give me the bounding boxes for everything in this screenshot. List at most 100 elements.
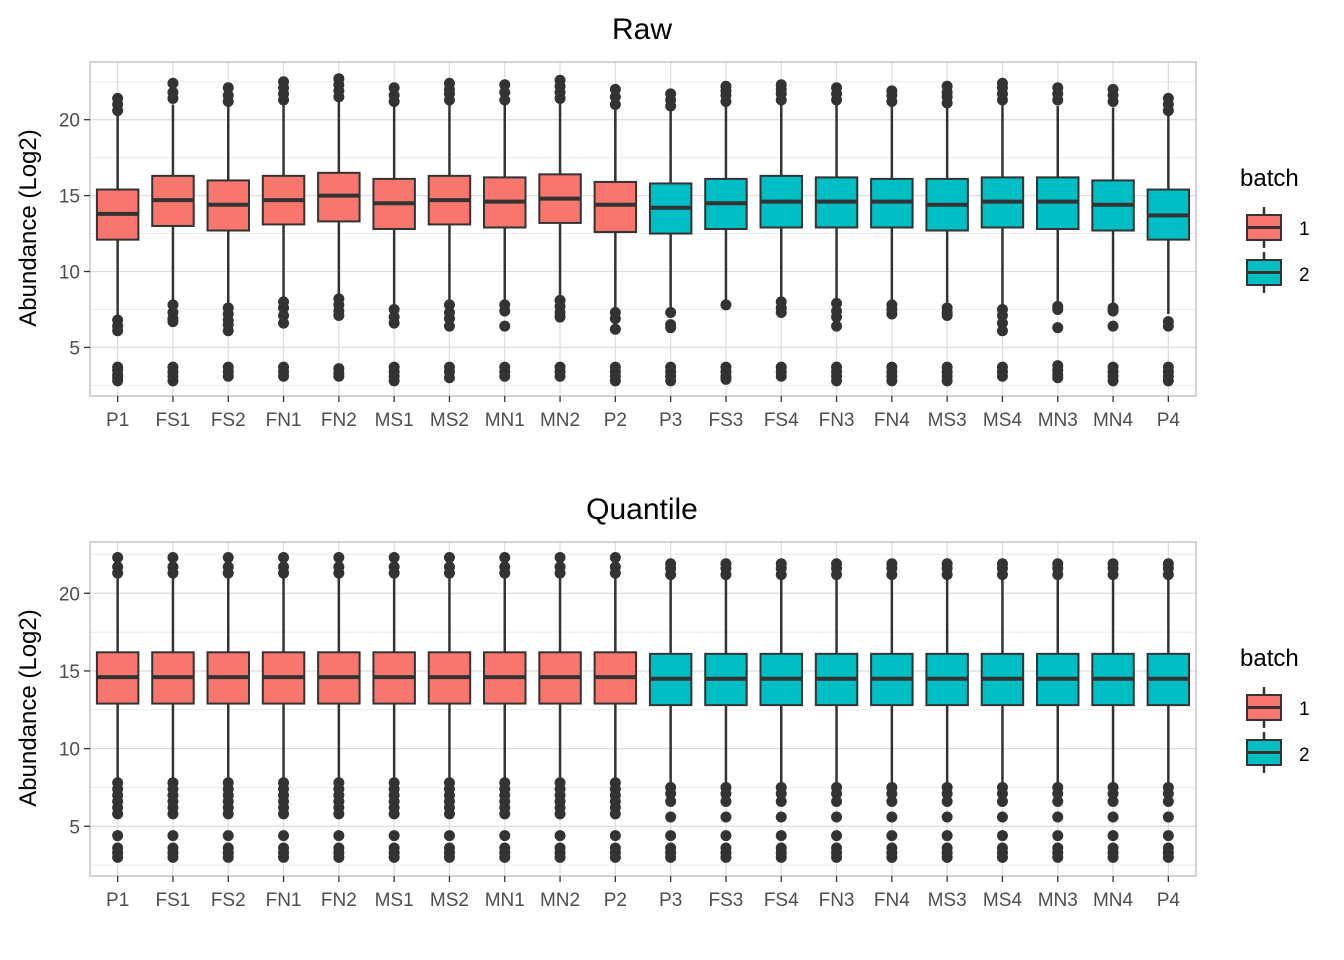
raw-box-P2 <box>593 83 638 387</box>
quantile-box-FS4 <box>759 558 803 863</box>
outlier-point <box>886 308 898 320</box>
outlier-point <box>941 830 953 842</box>
outlier-point <box>1107 305 1119 317</box>
outlier-point <box>720 795 732 807</box>
outlier-point <box>554 808 566 820</box>
quantile-x-tick-label-FN1: FN1 <box>266 890 302 911</box>
outlier-point <box>831 830 843 842</box>
outlier-point <box>665 788 677 800</box>
raw-x-tick-label-MS1: MS1 <box>375 410 414 431</box>
outlier-point <box>499 320 511 332</box>
raw-x-tick-label-MS2: MS2 <box>430 410 469 431</box>
outlier-point <box>996 830 1008 842</box>
outlier-point <box>941 795 953 807</box>
raw-box-P4 <box>1146 92 1191 387</box>
outlier-point <box>775 370 787 382</box>
raw-box-MN2 <box>538 74 582 382</box>
outlier-point <box>167 851 179 863</box>
outlier-point <box>1052 82 1064 94</box>
outlier-point <box>278 76 290 88</box>
quantile-plot-area: 5 10 15 20 P1 FS1 FS2 FN1 FN2 MS1 MS2 MN1 MN2 P2 P3 FS3… <box>59 541 1197 911</box>
outlier-point <box>609 83 621 95</box>
outlier-point <box>499 79 511 91</box>
raw-box-FS4 <box>759 79 803 382</box>
quantile-box-FS3 <box>704 558 748 863</box>
raw-x-tick-label-FS3: FS3 <box>709 410 744 431</box>
quantile-x-tick-label-P3: P3 <box>659 890 682 911</box>
outlier-point <box>388 317 400 329</box>
outlier-point <box>443 313 455 325</box>
raw-x-tick-label-FN3: FN3 <box>819 410 855 431</box>
outlier-point <box>941 80 953 92</box>
outlier-point <box>941 788 953 800</box>
outlier-point <box>333 310 345 322</box>
outlier-point <box>1052 303 1064 315</box>
outlier-point <box>886 375 898 387</box>
quantile-legend-title: batch <box>1240 645 1299 672</box>
outlier-point <box>278 830 290 842</box>
outlier-point <box>941 375 953 387</box>
outlier-point <box>609 808 621 820</box>
quantile-panel: Quantile Abundance (Log2) 5 10 15 20 P1 FS1 FS… <box>15 493 1310 911</box>
raw-x-tick-label-FN2: FN2 <box>321 410 357 431</box>
outlier-point <box>1162 830 1174 842</box>
outlier-point <box>609 323 621 335</box>
outlier-point <box>831 795 843 807</box>
outlier-point <box>996 811 1008 823</box>
quantile-x-tick-label-P2: P2 <box>604 890 627 911</box>
quantile-box-MS4 <box>980 558 1025 863</box>
outlier-point <box>996 788 1008 800</box>
outlier-point <box>831 297 843 309</box>
outlier-point <box>720 299 732 311</box>
outlier-point <box>609 91 621 103</box>
outlier-point <box>609 99 621 111</box>
outlier-point <box>720 788 732 800</box>
raw-box-MN4 <box>1091 83 1135 387</box>
outlier-point <box>499 830 511 842</box>
quantile-legend-key-2: 2 <box>1246 732 1310 773</box>
raw-box-FN4 <box>870 85 914 387</box>
outlier-point <box>167 808 179 820</box>
outlier-point <box>1107 83 1119 95</box>
quantile-box-MS3 <box>925 558 969 863</box>
outlier-point <box>886 788 898 800</box>
outlier-point <box>1052 851 1064 863</box>
quantile-box-P2 <box>593 552 638 863</box>
raw-box-FS2 <box>206 82 250 382</box>
quantile-panel-background <box>90 542 1196 876</box>
outlier-point <box>112 552 124 564</box>
outlier-point <box>222 830 234 842</box>
raw-panel-background <box>90 62 1196 396</box>
outlier-point <box>278 552 290 564</box>
outlier-point <box>499 851 511 863</box>
raw-box-FS1 <box>151 77 195 387</box>
outlier-point <box>278 302 290 314</box>
outlier-point <box>443 561 455 573</box>
outlier-point <box>112 830 124 842</box>
quantile-box-MS1 <box>372 552 416 863</box>
outlier-point <box>443 77 455 89</box>
outlier-point <box>941 811 953 823</box>
outlier-point <box>222 325 234 337</box>
outlier-point <box>1052 830 1064 842</box>
raw-x-tick-label-FN1: FN1 <box>266 410 302 431</box>
outlier-point <box>941 310 953 322</box>
outlier-point <box>1052 372 1064 384</box>
quantile-x-tick-label-MS1: MS1 <box>375 890 414 911</box>
outlier-point <box>831 311 843 323</box>
outlier-point <box>388 82 400 94</box>
quantile-x-tick-label-MN2: MN2 <box>540 890 580 911</box>
outlier-point <box>1107 795 1119 807</box>
raw-box-MS3 <box>925 80 969 387</box>
outlier-point <box>499 86 511 98</box>
raw-x-tick-label-FS1: FS1 <box>156 410 191 431</box>
outlier-point <box>112 561 124 573</box>
quantile-panel-border <box>89 541 1197 877</box>
raw-panel: Raw Abundance (Log2) 5 10 15 20 P1 FS1 FS2 FN1 F… <box>15 13 1310 431</box>
raw-chart-title: Raw <box>612 13 672 46</box>
outlier-point <box>554 311 566 323</box>
quantile-x-tick-label-FS4: FS4 <box>764 890 799 911</box>
outlier-point <box>775 830 787 842</box>
quantile-legend-key-1: 1 <box>1246 687 1310 728</box>
quantile-box-FN4 <box>870 558 914 863</box>
